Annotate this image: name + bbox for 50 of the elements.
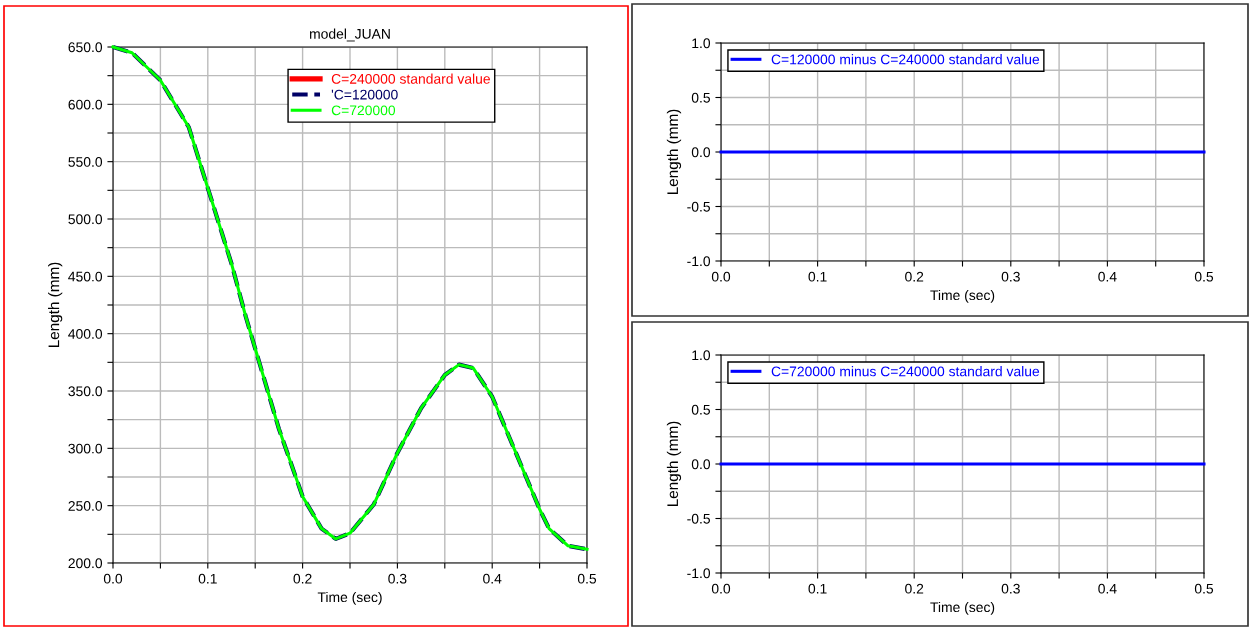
y-tick-label: 400.0: [68, 329, 103, 339]
x-tick-label: 0.3: [1001, 583, 1020, 594]
x-axis-title: Time (sec): [930, 601, 995, 615]
x-tick-label: 0.3: [388, 573, 407, 584]
y-tick-label: 1.0: [692, 38, 711, 49]
y-tick-label: 650.0: [68, 42, 103, 53]
y-tick-label: 500.0: [68, 214, 103, 225]
chart-title: model_JUAN: [310, 28, 390, 42]
y-tick-label: -0.5: [687, 513, 710, 524]
x-tick-label: 0.2: [905, 583, 924, 594]
legend-label: C=720000 minus C=240000 standard value: [771, 366, 1040, 377]
y-tick-label: -0.5: [687, 201, 710, 212]
y-tick-label: 350.0: [68, 386, 103, 397]
x-tick-label: 0.4: [1098, 583, 1117, 594]
y-tick-label: 550.0: [68, 157, 103, 167]
x-tick-label: 0.5: [1194, 583, 1214, 594]
legend-label: C=720000: [331, 105, 396, 116]
x-tick-label: 0.2: [293, 573, 312, 584]
y-tick-label: 300.0: [68, 443, 103, 454]
x-tick-label: 0.1: [808, 583, 827, 594]
x-tick-label: 0.1: [198, 573, 217, 584]
x-tick-label: 0.4: [483, 573, 502, 584]
x-tick-label: 0.0: [711, 583, 731, 594]
x-tick-label: 0.3: [1001, 271, 1020, 282]
y-tick-label: 0.5: [691, 92, 710, 103]
x-tick-label: 0.0: [711, 271, 731, 282]
y-tick-label: 0.5: [691, 404, 710, 415]
y-tick-label: 250.0: [68, 501, 103, 511]
y-tick-label: -1.0: [687, 256, 711, 267]
x-tick-label: 0.5: [577, 573, 597, 584]
legend-label: 'C=120000: [331, 89, 398, 100]
y-axis-title: Length (mm): [48, 262, 63, 348]
x-tick-label: 0.2: [905, 271, 924, 282]
y-tick-label: 450.0: [68, 271, 103, 282]
legend-label: C=240000 standard value: [331, 73, 490, 84]
y-tick-label: 600.0: [68, 99, 103, 110]
legend-label: C=120000 minus C=240000 standard value: [771, 54, 1040, 65]
x-axis-title: Time (sec): [317, 591, 382, 605]
x-tick-label: 0.4: [1098, 271, 1117, 282]
y-tick-label: 200.0: [68, 558, 103, 569]
x-tick-label: 0.5: [1194, 271, 1214, 282]
x-axis-title: Time (sec): [930, 289, 995, 303]
y-tick-label: 0.0: [691, 459, 711, 470]
y-tick-label: 0.0: [691, 147, 711, 158]
x-tick-label: 0.0: [103, 573, 123, 584]
y-axis-title: Length (mm): [666, 109, 682, 195]
y-tick-label: 1.0: [692, 350, 711, 361]
y-tick-label: -1.0: [687, 568, 711, 579]
y-axis-title: Length (mm): [666, 421, 682, 507]
x-tick-label: 0.1: [808, 271, 827, 282]
